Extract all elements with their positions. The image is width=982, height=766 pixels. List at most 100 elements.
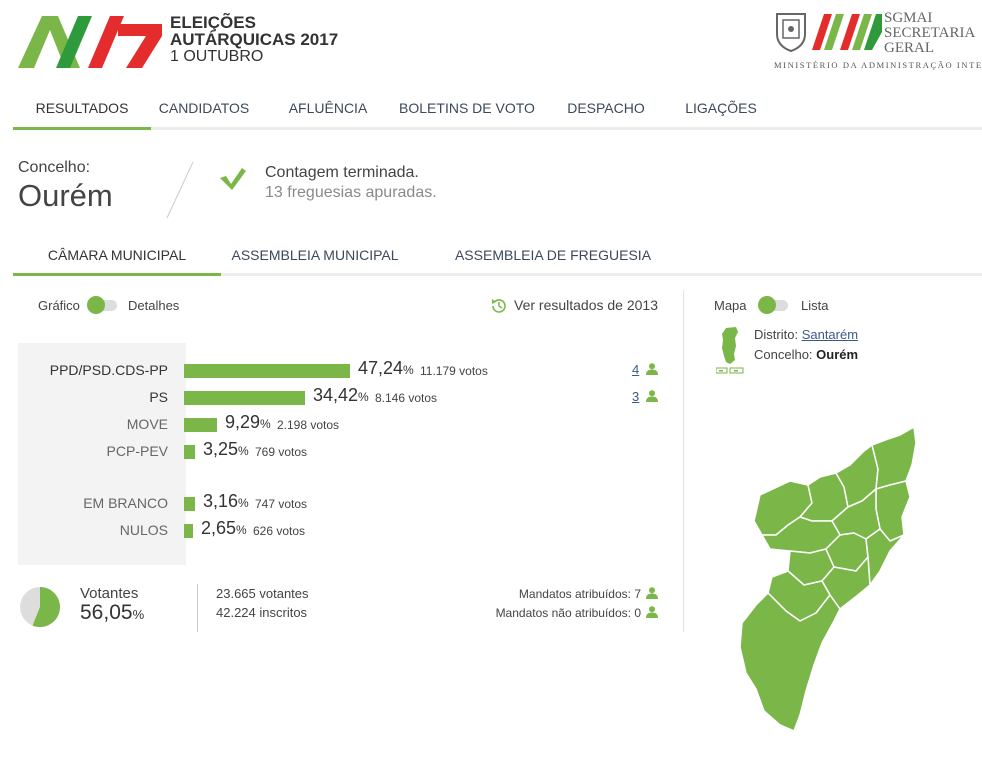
turnout-pie-chart: [20, 587, 61, 627]
parish-shape[interactable]: [865, 528, 905, 586]
voters-count: 23.665 votantes: [216, 586, 309, 601]
view-toggle: Gráfico: [38, 296, 198, 316]
mandates-link[interactable]: 3: [632, 389, 640, 404]
result-percentage: 3,16%: [203, 491, 249, 512]
turnout-percentage: 56,05%: [80, 601, 144, 625]
tab-camara-municipal[interactable]: CÂMARA MUNICIPAL: [13, 240, 221, 276]
turnout-separator: [197, 584, 198, 632]
party-name: NULOS: [119, 522, 168, 538]
mandates-assigned: Mandatos atribuídos: 7: [400, 587, 641, 601]
history-icon: [492, 299, 506, 313]
lista-label: Lista: [801, 298, 829, 313]
grafico-label: Gráfico: [38, 298, 80, 313]
concelho-small-label: Concelho:: [754, 347, 813, 362]
mandates-link[interactable]: 4: [632, 362, 640, 377]
party-name: PS: [149, 389, 168, 405]
sgmai-title: SGMAI: [884, 10, 933, 26]
divider-slash: [166, 161, 194, 219]
mapa-lista-switch[interactable]: [758, 296, 790, 314]
result-pct-symbol: %: [238, 496, 249, 510]
parish-shape[interactable]: [871, 426, 917, 490]
parish-shape[interactable]: [739, 592, 841, 732]
detalhes-label-text: Detalhes: [128, 298, 180, 313]
result-row: PS 34,42% 8.146 votos 3: [18, 385, 668, 408]
result-pct-symbol: %: [403, 363, 414, 377]
result-votes: 769 votos: [255, 445, 308, 459]
result-votes: 747 votos: [255, 497, 308, 511]
logo-line3: 1 OUTUBRO: [170, 48, 264, 65]
party-name: EM BRANCO: [83, 495, 168, 511]
checkmark-icon: [220, 168, 246, 190]
ministry-text: MINISTÉRIO DA ADMINISTRAÇÃO INTERNA: [774, 60, 982, 70]
portugal-locator-icon[interactable]: [716, 326, 744, 376]
turnout-pct-symbol: %: [132, 607, 145, 622]
sgmai-subtitle-2: GERAL: [884, 40, 934, 56]
district-link[interactable]: Santarém: [801, 327, 859, 342]
result-pct-value: 9,29: [225, 412, 261, 432]
organ-tabs: CÂMARA MUNICIPAL ASSEMBLEIA MUNICIPAL AS…: [13, 240, 982, 276]
count-status: Contagem terminada.: [265, 164, 419, 181]
map-toggle: Mapa Lista: [714, 296, 854, 316]
result-percentage: 2,65%: [201, 518, 247, 539]
concelho-label: Concelho:: [18, 159, 91, 176]
concelho-small-name: Ourém: [816, 347, 859, 362]
result-row: NULOS 2,65% 626 votos: [18, 518, 668, 541]
result-votes: 11.179 votos: [420, 364, 488, 378]
mandates-unassigned: Mandatos não atribuídos: 0: [400, 606, 641, 620]
result-pct-value: 3,25: [203, 439, 239, 459]
sgmai-subtitle-1: SECRETARIA: [884, 25, 976, 41]
result-row: EM BRANCO 3,16% 747 votos: [18, 491, 668, 514]
district-label: Distrito:: [754, 327, 799, 342]
parishes-status: 13 freguesias apuradas.: [265, 184, 437, 201]
tab-boletins-de-voto[interactable]: BOLETINS DE VOTO: [399, 100, 535, 116]
tab-afluencia[interactable]: AFLUÊNCIA: [288, 100, 368, 116]
result-percentage: 34,42%: [313, 385, 369, 406]
result-bar: [184, 391, 305, 405]
person-icon: [646, 363, 658, 375]
result-percentage: 9,29%: [225, 412, 271, 433]
result-pct-symbol: %: [358, 390, 369, 404]
tab-candidatos[interactable]: CANDIDATOS: [158, 100, 250, 116]
turnout-pie-slice: [32, 587, 61, 627]
autarquicas-2017-logo: [18, 16, 162, 68]
result-bar: [184, 497, 195, 511]
result-percentage: 47,24%: [358, 358, 414, 379]
result-bar: [184, 524, 193, 538]
party-labels-panel: [18, 343, 186, 565]
tab-resultados[interactable]: RESULTADOS: [13, 92, 151, 130]
result-pct-value: 47,24: [358, 358, 404, 378]
result-bar: [184, 445, 195, 459]
tab-assembleia-de-freguesia[interactable]: ASSEMBLEIA DE FREGUESIA: [454, 247, 652, 263]
district-info: Distrito: Santarém: [754, 327, 858, 342]
registered-count: 42.224 inscritos: [216, 605, 308, 620]
tab-assembleia-municipal[interactable]: ASSEMBLEIA MUNICIPAL: [231, 247, 399, 263]
person-icon: [646, 587, 658, 599]
result-percentage: 3,25%: [203, 439, 249, 460]
parish-map[interactable]: [730, 425, 962, 735]
result-votes: 8.146 votos: [375, 391, 438, 405]
tab-ligacoes[interactable]: LIGAÇÕES: [685, 100, 757, 116]
votantes-label: Votantes: [80, 585, 139, 602]
result-row: MOVE 9,29% 2.198 votos: [18, 412, 668, 435]
grafico-detalhes-switch[interactable]: [87, 296, 119, 314]
mapa-label: Mapa: [714, 298, 747, 313]
tab-despacho[interactable]: DESPACHO: [567, 100, 645, 116]
mandates-assigned-text: Mandatos atribuídos: 7: [518, 587, 641, 601]
logo-text: ELEIÇÕES AUTÁRQUICAS 2017 1 OUTUBRO: [170, 14, 338, 65]
concelho-name: Ourém: [18, 178, 113, 213]
result-bar: [184, 364, 350, 378]
result-pct-value: 3,16: [203, 491, 239, 511]
sgmai-logo: SGMAI SECRETARIA GERAL MINISTÉRIO DA ADM…: [774, 10, 982, 72]
result-row: PPD/PSD.CDS-PP 47,24% 11.179 votos 4: [18, 358, 668, 381]
result-pct-symbol: %: [260, 417, 271, 431]
party-name: PPD/PSD.CDS-PP: [49, 362, 168, 378]
result-pct-symbol: %: [238, 444, 249, 458]
ver-resultados-2013-text: Ver resultados de 2013: [514, 297, 658, 313]
person-icon: [646, 606, 658, 618]
main-nav: RESULTADOS CANDIDATOS AFLUÊNCIA BOLETINS…: [13, 92, 982, 130]
result-row: PCP-PEV 3,25% 769 votos: [18, 439, 668, 462]
result-pct-symbol: %: [236, 523, 247, 537]
result-bar: [184, 418, 217, 432]
result-votes: 2.198 votos: [277, 418, 340, 432]
sgmai-mark-icon: [812, 14, 882, 50]
